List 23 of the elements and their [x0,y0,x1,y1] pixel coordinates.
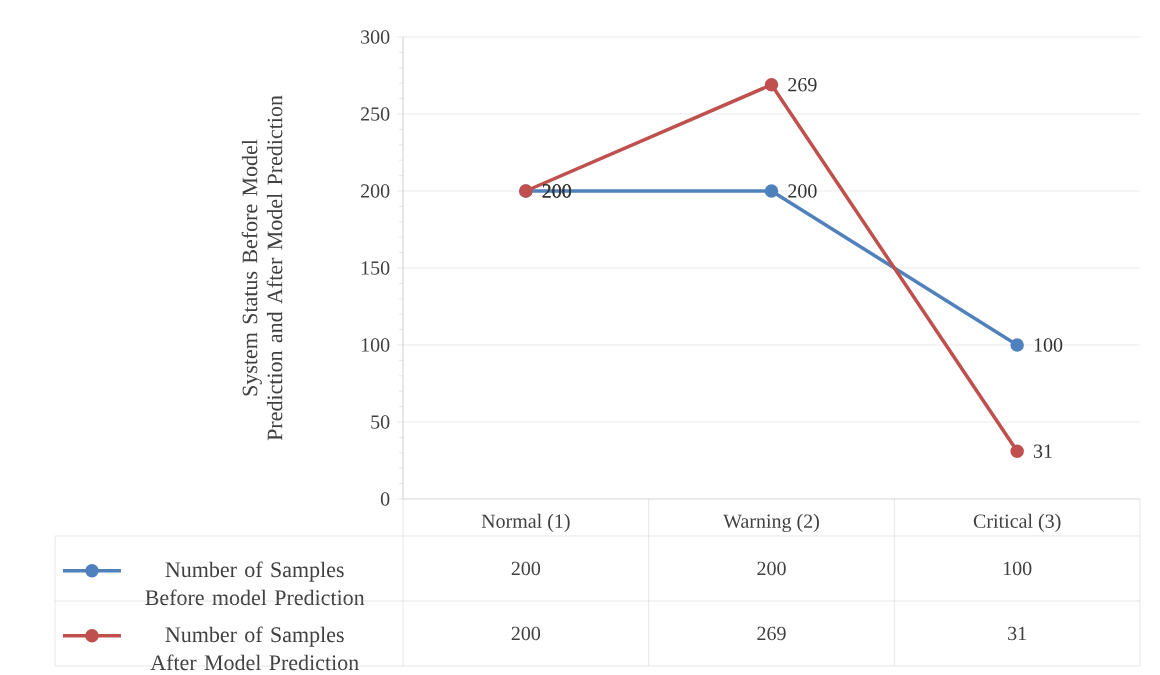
x-tick-label: Critical (3) [973,513,1061,532]
data-label: 200 [511,626,541,641]
data-label: 100 [1003,561,1032,576]
text: 31 [1033,444,1052,458]
y-axis-title: System Status Before Model Prediction and After Model Prediction [241,95,283,441]
data-label: 200 [757,561,786,576]
data-label: 269 [757,626,786,641]
legend-label: Number of Samples After Model Prediction [150,626,359,671]
data-label: 31 [1008,626,1026,641]
y-tick-label: 250 [361,107,390,121]
text: 200 [788,184,817,198]
y-tick-label: 100 [361,338,390,352]
y-tick-label: 150 [361,261,390,275]
y-tick-label: 200 [361,184,390,198]
y-tick-label: 0 [380,492,390,506]
text: 269 [788,78,817,92]
x-tick-label: Normal (1) [481,513,570,532]
x-tick-label: Warning (2) [723,513,819,533]
data-label: 200 [511,561,541,576]
text: 100 [1034,338,1063,352]
y-tick-label: 50 [371,415,390,429]
y-tick-label: 300 [361,30,390,44]
legend-label: Number of Samples Before model Prediction [145,561,365,606]
